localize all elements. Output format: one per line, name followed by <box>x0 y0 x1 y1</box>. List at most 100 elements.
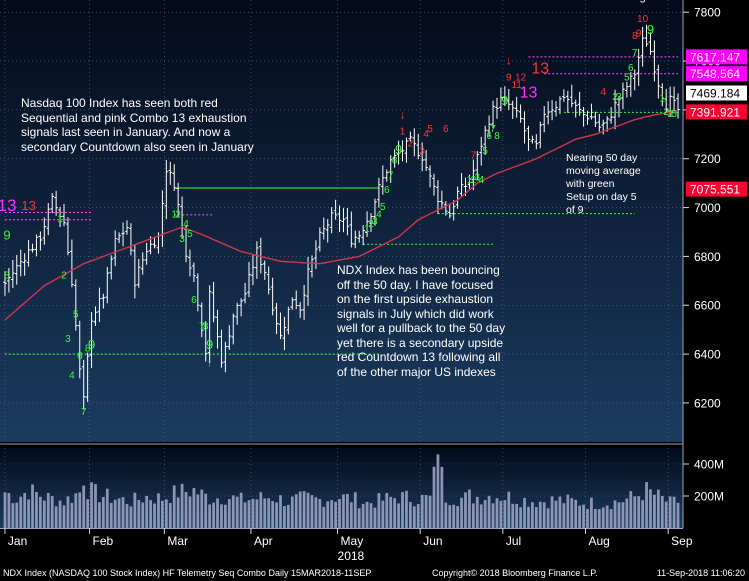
volume-bar <box>125 504 129 528</box>
volume-bar <box>534 507 538 528</box>
volume-bar <box>590 497 593 528</box>
footer-timestamp: 11-Sep-2018 11:06:20 <box>656 568 745 578</box>
volume-bar <box>35 491 38 528</box>
ohlc-bar <box>321 217 326 240</box>
month-tick-label: Aug <box>589 534 610 548</box>
volume-bar <box>365 501 369 528</box>
volume-bar <box>471 503 475 528</box>
ohlc-bar <box>503 86 507 107</box>
volume-bar <box>389 496 393 528</box>
ohlc-bar <box>259 237 263 274</box>
ohlc-bar <box>239 298 243 317</box>
ohlc-bar <box>333 199 338 220</box>
volume-bar <box>275 502 278 528</box>
td-count-label: 9 <box>395 142 402 157</box>
td-count-label: 6 <box>443 124 449 135</box>
ohlc-bar <box>318 227 322 252</box>
ohlc-bar <box>534 134 539 150</box>
td-count-label: 9 <box>636 29 642 40</box>
volume-bar <box>23 493 27 528</box>
td-count-label: 13 <box>0 196 16 215</box>
ohlc-bar <box>290 297 295 310</box>
ohlc-bar <box>85 352 90 402</box>
volume-bar <box>676 502 680 528</box>
ohlc-bar <box>628 72 633 97</box>
ohlc-bar <box>207 285 212 364</box>
ohlc-bar <box>569 84 574 108</box>
ohlc-bar <box>14 254 19 285</box>
volume-bar <box>310 495 314 528</box>
volume-tick-label: 400M <box>694 458 724 472</box>
ohlc-bar <box>199 302 204 338</box>
ohlc-bar <box>219 329 224 368</box>
volume-bar <box>601 507 605 528</box>
ohlc-bar <box>506 88 511 111</box>
ohlc-bar <box>522 111 527 144</box>
volume-bar <box>523 497 526 528</box>
ohlc-bar <box>34 234 39 257</box>
ohlc-bar <box>672 86 676 113</box>
td-count-label: 8 <box>632 31 638 42</box>
td-count-label: 2 <box>612 92 618 103</box>
footer-security-description: NDX Index (NASDAQ 100 Stock Index) HF Te… <box>3 568 372 578</box>
ohlc-bar <box>196 273 200 312</box>
td-count-label: 3 <box>419 146 425 157</box>
volume-bar <box>180 483 184 528</box>
ohlc-bar <box>121 222 125 247</box>
volume-bar <box>98 502 101 528</box>
right-axis-bg <box>683 0 749 565</box>
td-count-label: 5 <box>73 309 79 320</box>
volume-bar <box>381 500 385 528</box>
price-label-box <box>686 181 747 197</box>
ohlc-bar <box>298 302 302 318</box>
ohlc-bar <box>18 249 23 277</box>
price-label-box <box>686 85 747 101</box>
volume-bar <box>353 492 357 528</box>
ohlc-bar <box>215 309 220 349</box>
volume-bar <box>527 506 530 528</box>
ohlc-bar <box>152 236 157 249</box>
ohlc-bar <box>231 313 236 345</box>
td-count-label: 7 <box>199 322 205 333</box>
td-count-label: 9 <box>506 73 512 84</box>
volume-bar <box>3 492 7 528</box>
td-count-label: 3 <box>65 334 71 345</box>
volume-bar <box>101 497 105 528</box>
ohlc-bar <box>632 69 637 91</box>
td-count-label: ↑ <box>207 357 213 369</box>
ohlc-bar <box>282 316 287 351</box>
volume-bar <box>54 506 58 528</box>
volume-bar <box>121 497 125 528</box>
volume-bar <box>168 503 172 528</box>
td-count-label: 6 <box>191 295 197 306</box>
td-count-label: 7 <box>632 48 638 59</box>
ohlc-bar <box>530 135 535 144</box>
month-tick-label: Jan <box>8 534 27 548</box>
ohlc-bar <box>11 259 15 289</box>
td-count-label: 2 <box>471 175 477 186</box>
ohlc-bar <box>471 159 476 191</box>
ohlc-bar <box>306 256 310 306</box>
volume-bar <box>656 489 660 528</box>
volume-bar <box>491 503 495 528</box>
td-count-label: 5 <box>640 0 646 5</box>
ohlc-bar <box>223 341 228 373</box>
volume-bar <box>346 493 349 528</box>
ohlc-bar <box>384 169 389 182</box>
volume-bar <box>220 504 223 528</box>
volume-bar <box>660 495 664 528</box>
volume-bar <box>385 493 389 528</box>
td-count-label: 6 <box>384 185 390 196</box>
price-label-box <box>686 49 747 65</box>
volume-bar <box>204 493 208 528</box>
volume-bar <box>401 492 404 528</box>
volume-bar <box>86 499 90 528</box>
td-count-label: 8 <box>392 156 398 167</box>
ohlc-bar <box>274 302 279 335</box>
ohlc-bar <box>77 320 82 379</box>
volume-bar <box>574 499 578 528</box>
volume-bar <box>361 503 365 528</box>
ohlc-bar <box>262 260 267 280</box>
volume-bar <box>483 499 487 528</box>
year-label: 2018 <box>338 549 365 563</box>
